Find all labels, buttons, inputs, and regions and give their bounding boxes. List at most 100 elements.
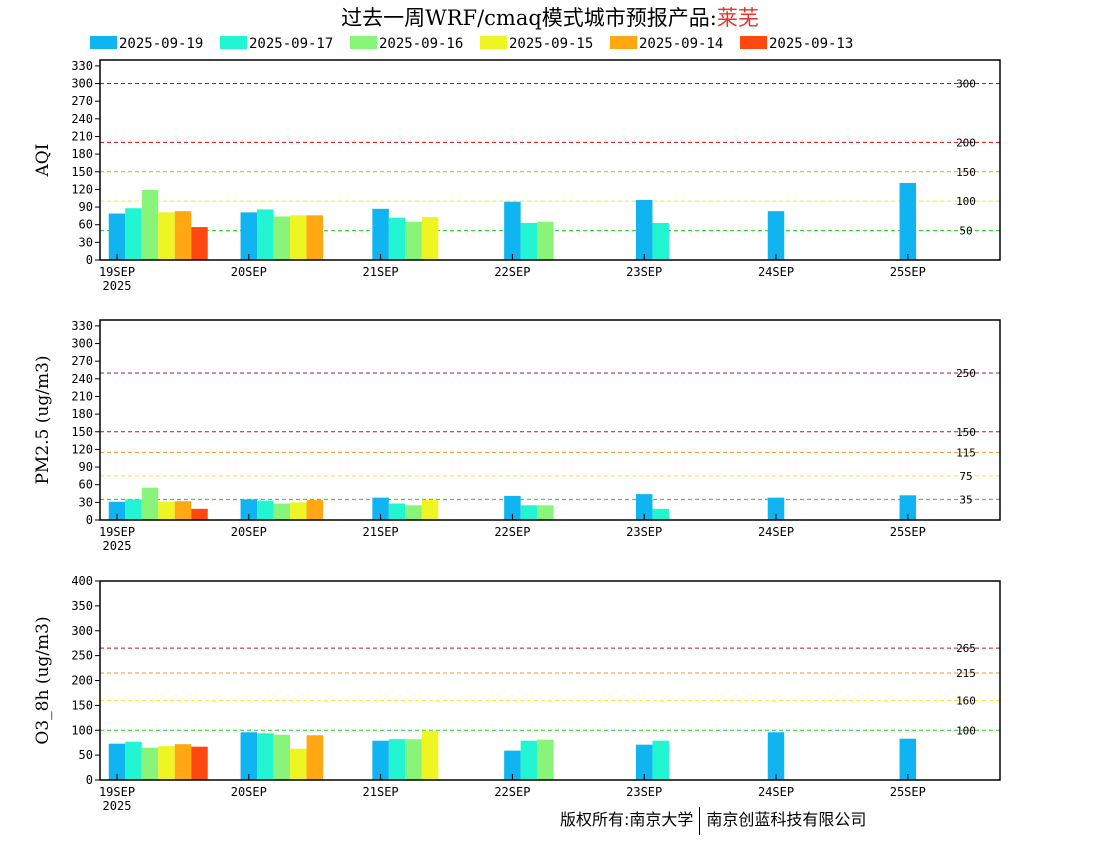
bar: [141, 190, 159, 260]
legend-item: 2025-09-13: [740, 36, 853, 54]
x-tick-label: 19SEP: [99, 265, 135, 279]
bar: [306, 500, 324, 520]
x-tick-label: 20SEP: [231, 785, 267, 799]
x-tick-label: 24SEP: [758, 525, 794, 539]
x-tick-label: 25SEP: [890, 785, 926, 799]
legend-swatch: [740, 36, 767, 49]
bar: [767, 211, 785, 260]
threshold-label: 160: [956, 694, 976, 707]
bar: [125, 741, 142, 780]
legend-swatch: [480, 36, 507, 49]
y-tick-label: 120: [71, 442, 93, 456]
bar: [520, 505, 538, 520]
bar: [158, 501, 175, 520]
x-tick-label: 21SEP: [363, 785, 399, 799]
y-tick-label: 90: [79, 200, 93, 214]
bar: [405, 505, 422, 520]
legend-item: 2025-09-19: [90, 36, 203, 54]
bar: [899, 182, 917, 260]
x-year-label: 2025: [103, 799, 132, 813]
x-tick-label: 22SEP: [494, 525, 530, 539]
y-tick-label: 60: [79, 478, 93, 492]
bar: [537, 739, 554, 780]
bar: [158, 212, 175, 260]
y-tick-label: 240: [71, 372, 93, 386]
bar: [240, 212, 258, 260]
threshold-label: 75: [959, 470, 972, 483]
y-tick-label: 120: [71, 182, 93, 196]
bar: [421, 500, 439, 520]
copyright-divider: [699, 806, 701, 835]
y-tick-label: 250: [71, 649, 93, 663]
x-tick-label: 20SEP: [231, 265, 267, 279]
threshold-label: 50: [959, 225, 972, 238]
y-axis-label: O3_8h (ug/m3): [33, 616, 53, 744]
y-tick-label: 30: [79, 495, 93, 509]
y-axis-label: AQI: [33, 144, 53, 178]
bar: [125, 208, 142, 260]
bar: [191, 227, 208, 260]
bar: [520, 222, 538, 260]
y-tick-label: 350: [71, 599, 93, 613]
y-tick-label: 150: [71, 425, 93, 439]
bar: [174, 501, 192, 520]
y-axis-label: PM2.5 (ug/m3): [33, 355, 53, 484]
bar: [520, 740, 538, 780]
bar: [652, 222, 669, 260]
bar: [108, 501, 126, 520]
y-tick-label: 180: [71, 147, 93, 161]
plot-frame: [99, 59, 1001, 261]
y-tick-label: 90: [79, 460, 93, 474]
threshold-label: 300: [956, 78, 976, 91]
bar: [158, 746, 175, 780]
threshold-label: 265: [956, 642, 976, 655]
bar: [273, 503, 291, 520]
y-tick-label: 150: [71, 165, 93, 179]
y-tick-label: 0: [86, 513, 93, 527]
legend-label: 2025-09-19: [119, 36, 204, 52]
bar: [372, 208, 389, 260]
y-tick-label: 150: [71, 698, 93, 712]
threshold-label: 215: [956, 667, 976, 680]
legend-label: 2025-09-16: [379, 36, 464, 52]
y-tick-label: 210: [71, 129, 93, 143]
y-tick-label: 200: [71, 674, 93, 688]
bar: [767, 732, 785, 780]
bar: [421, 730, 439, 780]
bar: [767, 497, 785, 520]
threshold-label: 115: [956, 446, 976, 459]
bar: [257, 500, 274, 520]
plot-frame: [99, 319, 1001, 521]
legend-label: 2025-09-15: [509, 36, 594, 52]
x-tick-label: 20SEP: [231, 525, 267, 539]
bar: [290, 748, 307, 780]
bar: [405, 739, 422, 780]
bar: [141, 487, 159, 520]
bar: [652, 740, 669, 780]
y-tick-label: 270: [71, 94, 93, 108]
bar: [174, 211, 192, 260]
bar: [273, 734, 291, 780]
bar: [652, 508, 669, 520]
legend-item: 2025-09-14: [610, 36, 723, 54]
bar: [388, 217, 406, 260]
x-tick-label: 23SEP: [626, 785, 662, 799]
x-tick-label: 23SEP: [626, 265, 662, 279]
bar: [372, 497, 389, 520]
y-tick-label: 210: [71, 389, 93, 403]
y-tick-label: 300: [71, 337, 93, 351]
bar: [388, 503, 406, 520]
bar: [108, 213, 126, 260]
threshold-label: 35: [959, 493, 972, 506]
y-tick-label: 330: [71, 319, 93, 333]
y-tick-label: 50: [79, 748, 93, 762]
x-tick-label: 24SEP: [758, 785, 794, 799]
x-tick-label: 22SEP: [494, 265, 530, 279]
y-tick-label: 400: [71, 574, 93, 588]
bar: [504, 495, 521, 520]
bar: [240, 732, 258, 780]
y-tick-label: 100: [71, 723, 93, 737]
legend-label: 2025-09-14: [639, 36, 724, 52]
bar: [306, 215, 324, 260]
